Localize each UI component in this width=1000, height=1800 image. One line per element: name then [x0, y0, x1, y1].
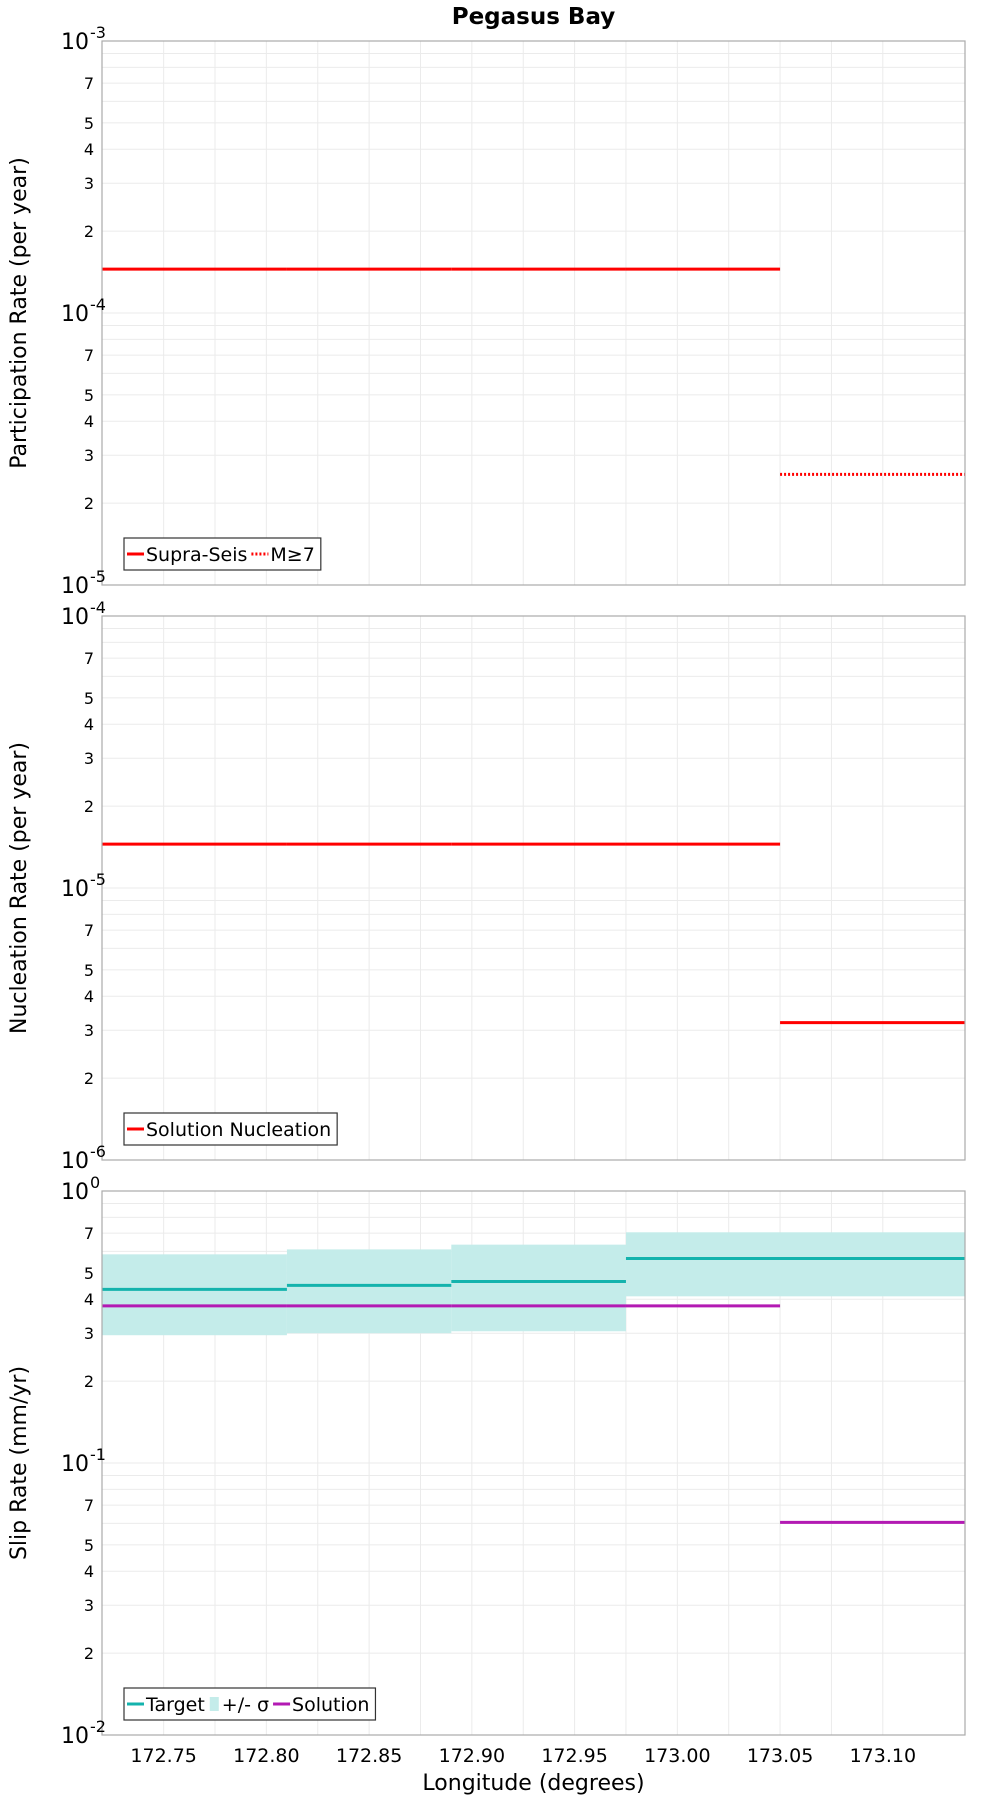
- y-axis-label: Participation Rate (per year): [7, 157, 32, 469]
- y-tick-label: 5: [84, 961, 94, 980]
- x-tick-label: 173.05: [747, 1745, 813, 1767]
- y-major-tick-base: 10: [61, 1149, 89, 1174]
- y-major-tick-exponent: -5: [90, 870, 106, 889]
- y-tick-label: 7: [84, 74, 94, 93]
- y-major-tick-exponent: -5: [90, 567, 106, 586]
- plot-frame: [101, 615, 966, 1161]
- y-axis-label: Slip Rate (mm/yr): [7, 1366, 32, 1560]
- y-major-tick-base: 10: [61, 605, 89, 630]
- x-tick-label: 172.75: [130, 1745, 196, 1767]
- legend: Target +/- σ Solution: [123, 1687, 377, 1721]
- y-major-tick-base: 10: [61, 30, 89, 55]
- legend-box: [123, 537, 322, 571]
- y-tick-label: 5: [84, 386, 94, 405]
- y-major-tick-base: 10: [61, 1180, 89, 1205]
- x-tick-label: 172.95: [541, 1745, 607, 1767]
- y-major-tick-exponent: -6: [90, 1142, 106, 1161]
- legend-label: +/- σ: [222, 1694, 269, 1716]
- y-major-tick-exponent: -1: [90, 1445, 106, 1464]
- sigma-band-segment: [102, 1254, 287, 1336]
- y-major-tick-exponent: -2: [90, 1717, 106, 1736]
- legend: Supra-Seis M≥7: [123, 537, 322, 571]
- y-tick-label: 2: [84, 1069, 94, 1088]
- chart-title: Pegasus Bay: [452, 4, 616, 30]
- y-tick-label: 3: [84, 749, 94, 768]
- y-tick-label: 7: [84, 1224, 94, 1243]
- y-major-tick-exponent: -4: [90, 295, 106, 314]
- y-tick-label: 5: [84, 689, 94, 708]
- x-axis-label: Longitude (degrees): [422, 1771, 644, 1796]
- y-tick-label: 4: [84, 412, 94, 431]
- y-tick-label: 3: [84, 1596, 94, 1615]
- y-tick-label: 2: [84, 222, 94, 241]
- y-major-tick-base: 10: [61, 574, 89, 599]
- y-major-tick-exponent: -3: [90, 23, 106, 42]
- sigma-band-segment: [625, 1232, 965, 1297]
- y-tick-label: 5: [84, 114, 94, 133]
- legend-swatch: [209, 1697, 219, 1711]
- legend-label: Solution Nucleation: [146, 1119, 331, 1141]
- x-tick-label: 172.90: [439, 1745, 505, 1767]
- y-major-tick-base: 10: [61, 1724, 89, 1749]
- legend: Solution Nucleation: [123, 1112, 338, 1146]
- sigma-band-segment: [451, 1244, 626, 1332]
- y-tick-label: 7: [84, 346, 94, 365]
- y-major-tick-exponent: -4: [90, 598, 106, 617]
- y-tick-label: 2: [84, 494, 94, 513]
- legend-label: M≥7: [270, 544, 314, 566]
- legend-box: [123, 1687, 377, 1721]
- y-tick-label: 4: [84, 1290, 94, 1309]
- x-tick-label: 173.10: [850, 1745, 916, 1767]
- y-tick-label: 3: [84, 446, 94, 465]
- legend-box: [123, 1112, 338, 1146]
- y-tick-label: 2: [84, 1644, 94, 1663]
- y-tick-label: 7: [84, 1496, 94, 1515]
- y-tick-label: 4: [84, 715, 94, 734]
- y-tick-label: 2: [84, 1372, 94, 1391]
- sigma-band-segment: [286, 1249, 452, 1334]
- legend-label: Solution: [292, 1694, 369, 1716]
- plot-frame: [101, 1190, 966, 1736]
- y-major-tick-base: 10: [61, 1452, 89, 1477]
- legend-label: Supra-Seis: [146, 544, 247, 566]
- y-tick-label: 5: [84, 1536, 94, 1555]
- plot-frame: [101, 40, 966, 586]
- y-tick-label: 4: [84, 1562, 94, 1581]
- y-tick-label: 4: [84, 140, 94, 159]
- y-tick-label: 7: [84, 649, 94, 668]
- y-tick-label: 3: [84, 1324, 94, 1343]
- x-tick-label: 172.80: [233, 1745, 299, 1767]
- x-tick-label: 172.85: [336, 1745, 402, 1767]
- y-tick-label: 3: [84, 174, 94, 193]
- y-tick-label: 4: [84, 987, 94, 1006]
- y-major-tick-base: 10: [61, 302, 89, 327]
- x-tick-label: 173.00: [644, 1745, 710, 1767]
- legend-label: Target: [145, 1694, 205, 1716]
- y-tick-label: 2: [84, 797, 94, 816]
- y-tick-label: 3: [84, 1021, 94, 1040]
- y-major-tick-base: 10: [61, 877, 89, 902]
- y-axis-label: Nucleation Rate (per year): [7, 742, 32, 1034]
- y-tick-label: 7: [84, 921, 94, 940]
- y-tick-label: 5: [84, 1264, 94, 1283]
- y-major-tick-exponent: 0: [90, 1173, 100, 1192]
